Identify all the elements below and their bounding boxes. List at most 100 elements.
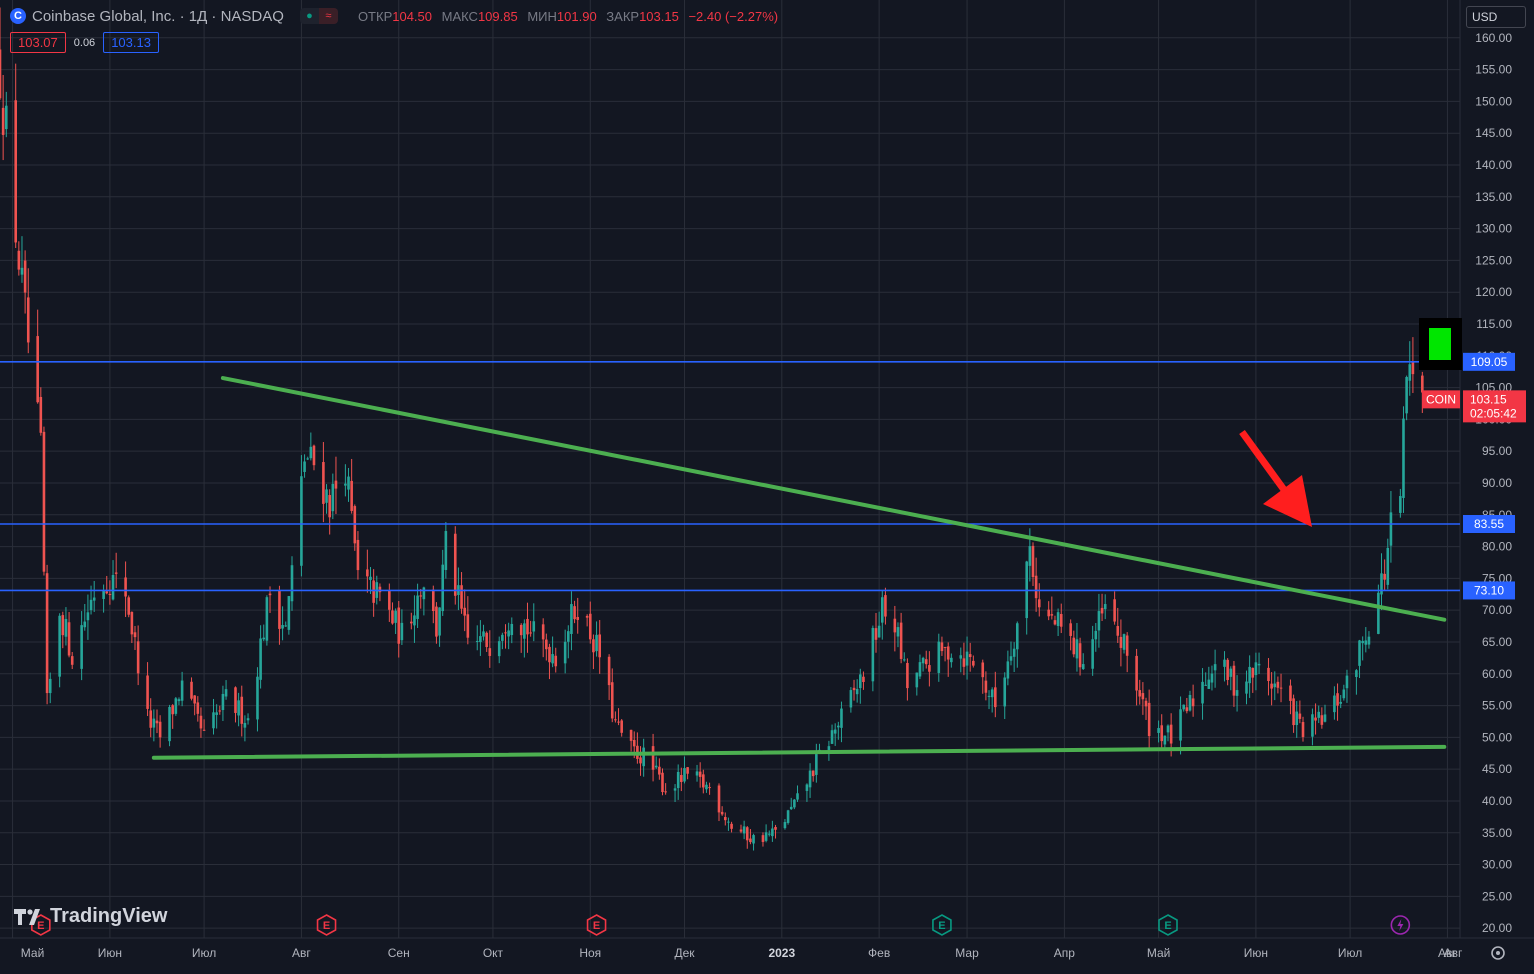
- candle-body: [174, 698, 178, 714]
- candle-body: [278, 590, 281, 629]
- time-tick-label: Авг: [1438, 946, 1457, 960]
- candle-body: [576, 616, 580, 620]
- arrow-head: [1263, 475, 1312, 527]
- candle-body: [1301, 722, 1305, 738]
- candle: [695, 764, 699, 782]
- candle-body: [1028, 546, 1032, 566]
- candle-body: [1056, 612, 1060, 627]
- candle: [1210, 665, 1214, 691]
- price-tick-label: 115.00: [1476, 317, 1512, 331]
- candle-body: [262, 637, 266, 640]
- candle: [576, 597, 580, 634]
- low-label: МИН: [527, 8, 557, 24]
- candle-body: [36, 336, 39, 403]
- gear-ring: [1491, 946, 1505, 960]
- buy-price-button[interactable]: 103.13: [103, 32, 159, 53]
- candle: [658, 758, 661, 780]
- candle-body: [391, 610, 394, 624]
- candle-body: [774, 827, 777, 830]
- candle: [83, 604, 87, 631]
- open-label: ОТКР: [357, 8, 393, 24]
- sell-price-button[interactable]: 103.07: [10, 32, 66, 53]
- candle: [805, 783, 809, 802]
- candle-body: [545, 639, 548, 650]
- candle-body: [1163, 735, 1167, 745]
- candle: [190, 677, 193, 701]
- candle: [994, 671, 997, 718]
- candle: [1119, 619, 1123, 667]
- candle: [309, 432, 313, 461]
- price-tick-label: 160.00: [1475, 31, 1512, 45]
- candle-body: [749, 838, 752, 843]
- candle-body: [507, 630, 510, 637]
- candle-body: [70, 656, 74, 665]
- price-scale-background: [1460, 0, 1534, 974]
- candle-body: [372, 580, 375, 603]
- candle: [1270, 672, 1273, 706]
- currency-select[interactable]: USD: [1466, 6, 1526, 28]
- candle-body: [234, 687, 237, 713]
- candle-body: [727, 821, 730, 823]
- bid-ask-quotes: 103.07 0.06 103.13: [10, 32, 159, 53]
- candle: [1333, 686, 1336, 720]
- candle: [171, 704, 174, 729]
- candle: [940, 636, 944, 656]
- candle-body: [742, 826, 746, 834]
- candle-body: [105, 591, 109, 594]
- spread-value: 0.06: [73, 36, 96, 49]
- candle-body: [1094, 630, 1098, 640]
- candle-body: [331, 483, 335, 512]
- candle: [67, 612, 71, 658]
- candle-body: [356, 539, 360, 571]
- candle-body: [265, 597, 269, 641]
- candle: [529, 620, 532, 637]
- candle-body: [1298, 713, 1302, 719]
- candle-body: [1031, 545, 1035, 578]
- candle-body: [1411, 361, 1415, 375]
- candle-body: [1201, 681, 1204, 704]
- candle: [1122, 633, 1126, 654]
- symbol-title[interactable]: Coinbase Global, Inc. · 1Д · NASDAQ: [32, 7, 284, 25]
- market-status-pill[interactable]: ● ≈: [299, 8, 338, 24]
- event-circle: [1390, 915, 1411, 935]
- candle: [683, 756, 686, 784]
- candle-body: [1311, 714, 1314, 737]
- green-marker: [1419, 318, 1462, 370]
- candle: [344, 464, 347, 497]
- tradingview-logo[interactable]: TradingView: [14, 905, 167, 928]
- candle: [419, 588, 423, 609]
- candle: [1015, 621, 1019, 668]
- earnings-hexagon: [316, 914, 337, 936]
- settings-gear-icon: [1491, 946, 1505, 960]
- level-tag-bg: [1463, 515, 1515, 534]
- candle: [1257, 652, 1261, 675]
- candle-body: [1408, 364, 1412, 381]
- candle-body: [86, 612, 90, 621]
- candle-body: [1182, 704, 1185, 710]
- candle-body: [26, 297, 30, 343]
- candle: [149, 698, 153, 738]
- candle: [1091, 625, 1094, 676]
- candle-body: [563, 641, 567, 664]
- candle-body: [394, 610, 397, 623]
- candle-body: [1358, 640, 1361, 666]
- candle: [1078, 637, 1082, 676]
- candle: [48, 672, 52, 704]
- candle-body: [880, 597, 884, 623]
- candle-body: [972, 660, 975, 666]
- candle-body: [80, 625, 83, 669]
- candle-body: [1223, 659, 1226, 667]
- candle: [394, 608, 397, 635]
- candle: [4, 91, 8, 138]
- candle: [61, 611, 65, 649]
- candle: [1141, 682, 1145, 715]
- candle: [642, 738, 645, 777]
- candle-body: [745, 827, 749, 841]
- candle: [833, 723, 837, 746]
- candle-body: [256, 676, 259, 720]
- candle-body: [463, 607, 466, 616]
- candle-body: [959, 655, 963, 659]
- candle: [17, 241, 21, 276]
- candle-body: [924, 659, 928, 665]
